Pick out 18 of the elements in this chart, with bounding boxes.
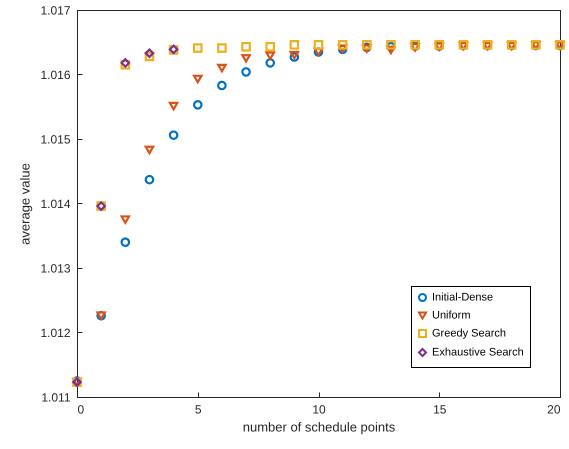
x-tick-label: 10: [312, 402, 326, 416]
y-tick-label: 1.015: [40, 132, 71, 146]
legend-label: Greedy Search: [432, 328, 506, 340]
y-tick-label: 1.011: [41, 390, 71, 404]
x-axis-title: number of schedule points: [242, 420, 396, 434]
y-tick-label: 1.012: [40, 326, 71, 340]
legend-label: Uniform: [432, 310, 471, 322]
y-tick-label: 1.014: [40, 197, 71, 211]
x-tick-label: 5: [194, 402, 202, 416]
x-tick-label: 0: [78, 402, 84, 416]
y-tick-label: 1.016: [40, 68, 71, 82]
y-tick-label: 1.017: [40, 4, 71, 18]
x-tick-label: 20: [547, 402, 561, 416]
y-tick-label: 1.013: [40, 262, 71, 276]
y-axis-title: average value: [17, 163, 32, 245]
x-tick-label: 15: [433, 402, 447, 416]
legend-label: Exhaustive Search: [432, 346, 524, 358]
legend-label: Initial-Dense: [432, 292, 494, 304]
